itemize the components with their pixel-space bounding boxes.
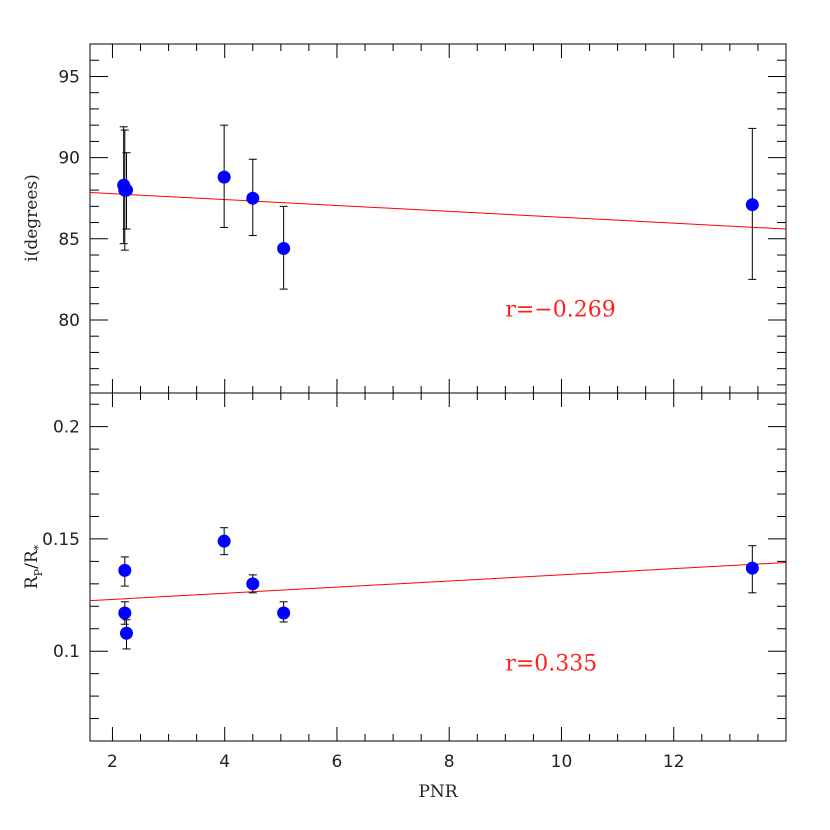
x-tick-label: 12 [663, 752, 685, 772]
y-axis-title-bottom: RP/R* [22, 544, 45, 589]
correlation-label: r=−0.269 [505, 298, 615, 323]
x-tick-label: 4 [219, 752, 230, 772]
data-point [217, 170, 231, 184]
fit-line [89, 562, 787, 602]
data-point [118, 606, 132, 620]
svg-text:RP/R*: RP/R* [22, 544, 45, 589]
y-tick-label: 95 [58, 67, 80, 87]
data-point [217, 534, 231, 548]
y-tick-label: 85 [58, 230, 80, 250]
bottom-panel: 0.1 0.15 0.2 2 4 6 8 10 12 r=0.335 [42, 392, 787, 772]
correlation-label: r=0.335 [505, 651, 597, 676]
data-point [119, 626, 133, 640]
x-tick-label: 2 [107, 752, 118, 772]
x-tick-label: 8 [444, 752, 455, 772]
data-point [118, 563, 132, 577]
fit-line [89, 192, 787, 230]
data-point [277, 606, 291, 620]
data-point [745, 561, 759, 575]
x-tick-label: 6 [332, 752, 343, 772]
ylabel-r: R [22, 575, 42, 589]
plot-frame [89, 43, 787, 394]
data-point [246, 191, 260, 205]
x-axis-title: PNR [418, 782, 458, 802]
y-axis-title-top: i(degrees) [22, 174, 42, 262]
ylabel-slash-r: /R [22, 549, 42, 569]
y-tick-label: 80 [58, 311, 80, 331]
x-tick-label: 10 [551, 752, 573, 772]
data-point [246, 577, 260, 591]
y-tick-label: 0.1 [53, 642, 80, 662]
ylabel-sub-star: * [32, 544, 45, 550]
data-point [277, 242, 291, 256]
y-tick-label: 0.2 [53, 418, 80, 438]
top-panel: 80 85 90 95 r=−0.269 [58, 43, 787, 394]
data-point [745, 198, 759, 212]
data-point [119, 183, 133, 197]
plot-frame [89, 392, 787, 742]
y-tick-label: 90 [58, 149, 80, 169]
ylabel-sub-p: P [32, 568, 45, 576]
y-tick-label: 0.15 [42, 530, 80, 550]
